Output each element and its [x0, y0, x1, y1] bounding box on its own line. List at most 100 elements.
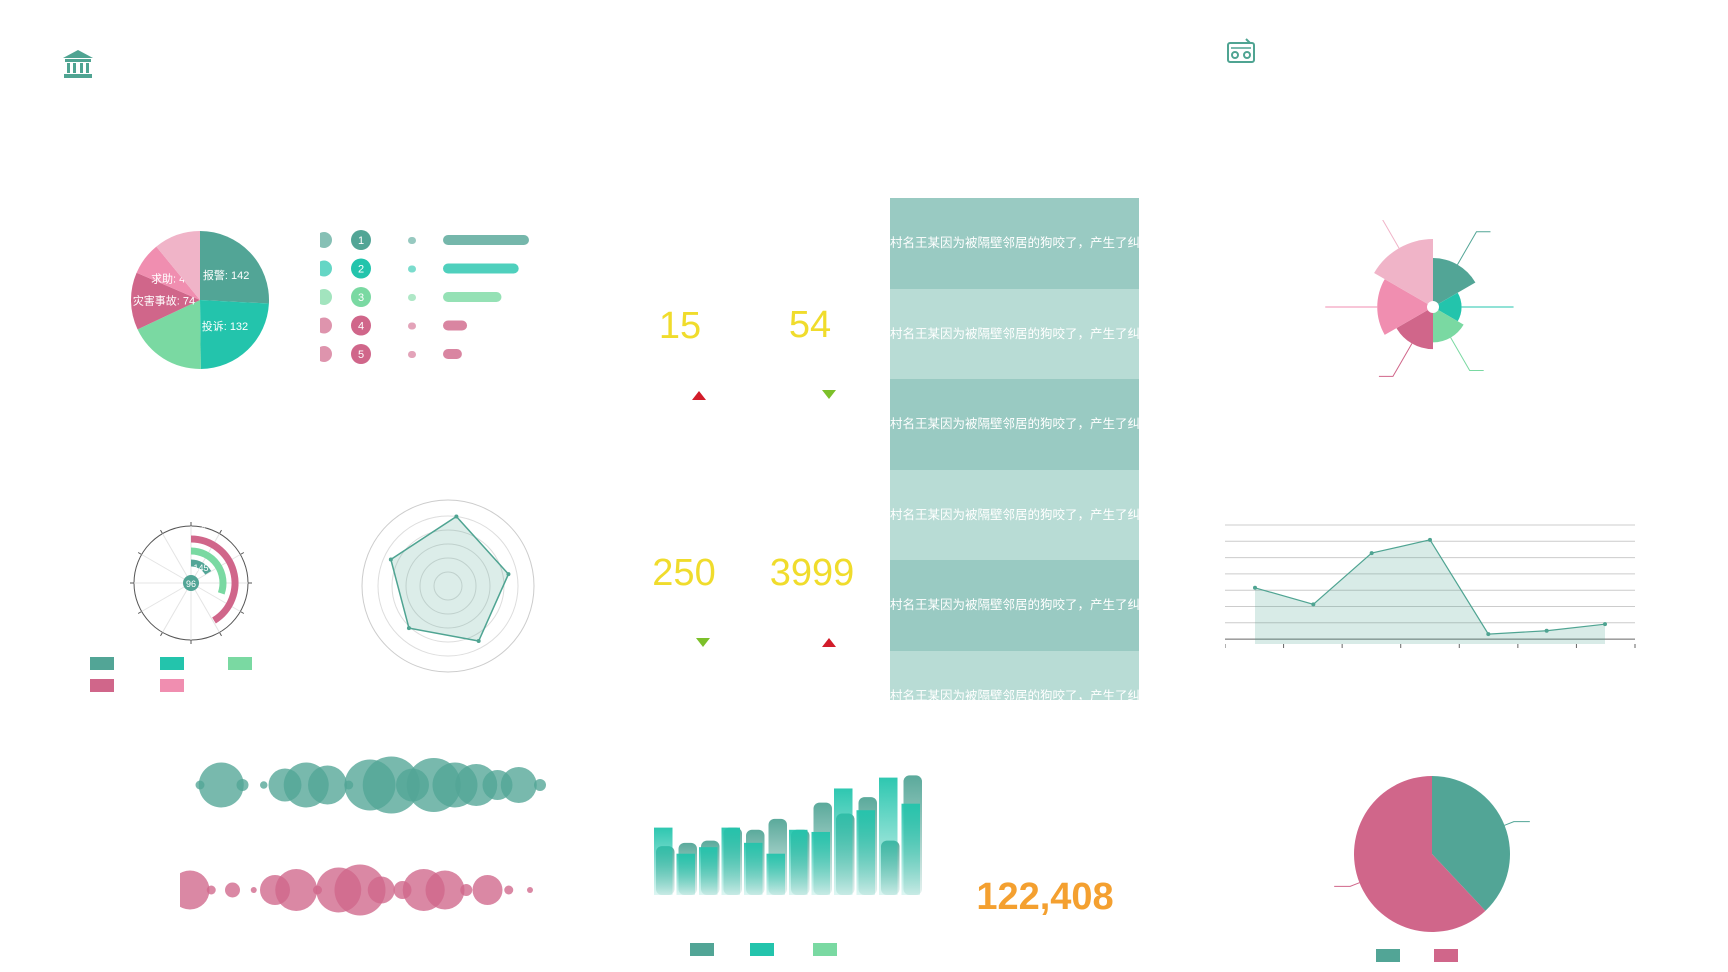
rose-label-line [1378, 343, 1413, 377]
bubble [180, 870, 210, 910]
rank-dot [320, 289, 332, 305]
incident-row[interactable]: 村名王某因为被隔壁邻居的狗咬了，产生了纠纷 [890, 469, 1139, 560]
radar-outer-ring [361, 499, 535, 673]
radial-tick [137, 552, 142, 555]
incident-row[interactable]: 村名王某因为被隔壁邻居的狗咬了，产生了纠纷 [890, 650, 1139, 700]
trend-up-icon [822, 638, 836, 647]
incident-row[interactable]: 村名王某因为被隔壁邻居的狗咬了，产生了纠纷 [890, 560, 1139, 651]
radial-tick [160, 529, 163, 534]
rank-bar [443, 263, 519, 274]
incident-row[interactable]: 村名王某因为被隔壁邻居的狗咬了，产生了纠纷 [890, 379, 1139, 470]
radial-spoke [162, 533, 192, 584]
legend-swatch [813, 943, 837, 956]
rose-center [1427, 301, 1439, 313]
legend-swatch [90, 657, 114, 670]
radial-center [183, 575, 199, 591]
bar [789, 829, 808, 895]
bubble [425, 870, 465, 910]
rank-bar [443, 235, 529, 245]
pie-slice [131, 272, 200, 330]
pie-label-line [1504, 821, 1530, 826]
rank-mini-bar [408, 351, 416, 358]
area-point [1369, 551, 1374, 556]
rank-mini-bar [408, 237, 416, 244]
area-chart [1225, 524, 1636, 648]
rank-badge [351, 287, 371, 307]
rank-dot [320, 317, 332, 334]
radial-label: 96 [186, 579, 196, 589]
radial-bar [190, 547, 227, 595]
bubble [275, 869, 318, 911]
bubble [225, 882, 240, 898]
bar [744, 842, 763, 895]
radar-ring [433, 571, 463, 601]
radial-tick [240, 611, 245, 614]
legend-swatch [228, 657, 252, 670]
stat-value-4: 3999 [769, 552, 855, 594]
rank-number: 3 [358, 292, 364, 304]
bubble [527, 887, 533, 893]
rose-petal [1374, 239, 1433, 307]
pie-label-line [1334, 882, 1360, 887]
bubble [250, 887, 257, 893]
radial-spoke [162, 582, 192, 633]
pie-chart-2 [1334, 776, 1530, 932]
pie-label: 灾害事故: 74 [133, 294, 195, 308]
bar [811, 831, 830, 895]
stat-value-2: 54 [788, 304, 832, 346]
legend-swatch [90, 679, 114, 692]
bubble [472, 875, 503, 905]
bubble [308, 765, 347, 805]
rose-petal [1433, 258, 1476, 307]
trend-down-icon [822, 390, 836, 399]
radar-ring [405, 543, 491, 629]
pie-slice [156, 231, 200, 300]
bubble [367, 876, 395, 904]
radial-bar-chart: 96 145 A [130, 522, 252, 644]
bubble-chart [180, 756, 546, 916]
bar [654, 827, 673, 895]
bar [879, 777, 898, 895]
radial-tick [137, 611, 142, 614]
bubble [236, 779, 249, 791]
radar-point [406, 626, 411, 631]
trend-up-icon [692, 391, 706, 400]
bubble [500, 767, 537, 803]
incident-row[interactable]: 村名王某因为被隔壁邻居的狗咬了，产生了纠纷 [890, 288, 1139, 379]
radial-label: A [200, 524, 206, 533]
area-point [1603, 622, 1607, 627]
pie-label: 报警: 142 [203, 268, 249, 282]
bubble [504, 885, 514, 895]
legend-swatch [1376, 949, 1400, 962]
pie-label: 投诉: 132 [202, 319, 248, 333]
incident-row[interactable]: 村名王某因为被隔壁邻居的狗咬了，产生了纠纷 [890, 198, 1139, 289]
bubble [198, 762, 244, 808]
incident-list[interactable]: 村名王某因为被隔壁邻居的狗咬了，产生了纠纷 村名王某因为被隔壁邻居的狗咬了，产生… [890, 198, 1139, 700]
bubble [260, 781, 268, 789]
area-point [1428, 537, 1432, 542]
bubble [455, 764, 498, 806]
radar-chart [361, 499, 535, 673]
radar-point [388, 557, 393, 562]
rank-dot [320, 260, 332, 277]
bar [766, 853, 785, 895]
rose-petal [1377, 279, 1433, 335]
bar [834, 788, 853, 895]
bar [901, 803, 920, 895]
rank-badge [351, 230, 371, 250]
rank-badge [351, 258, 371, 279]
rank-bar [443, 320, 468, 331]
radar-point [454, 514, 459, 519]
radial-label: 145 [193, 563, 208, 573]
rank-badge [351, 344, 371, 364]
radial-tick [219, 632, 222, 637]
bar [856, 810, 875, 895]
legend-swatch [690, 943, 714, 956]
radar-point [476, 639, 481, 644]
rank-mini-bar [408, 265, 416, 273]
radar-ring [391, 529, 505, 643]
radial-bar [190, 535, 239, 624]
area-point [1253, 585, 1257, 590]
total-value: 122,408 [976, 876, 1114, 918]
bar [721, 827, 740, 895]
